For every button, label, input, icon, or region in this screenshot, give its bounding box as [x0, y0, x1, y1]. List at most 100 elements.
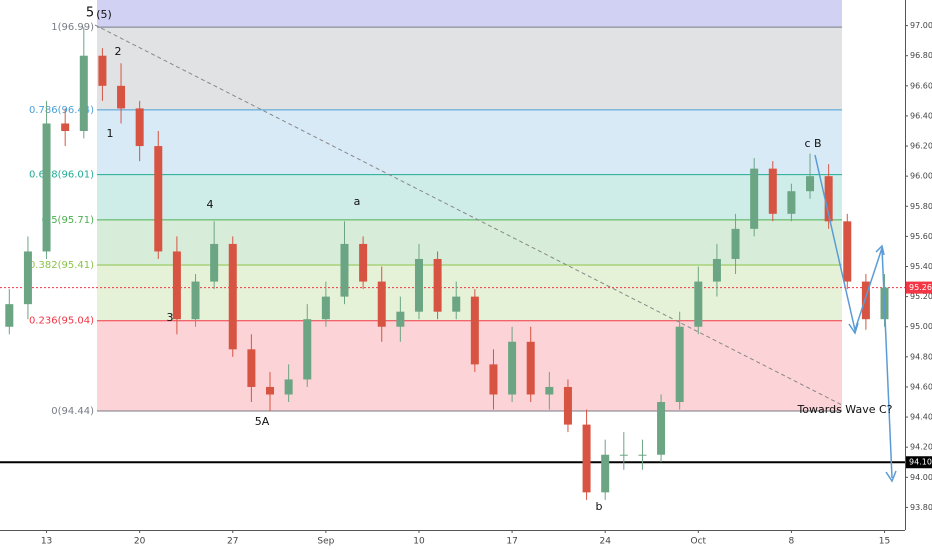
fib-zone	[97, 27, 842, 110]
arrowhead	[875, 244, 885, 256]
candle-body	[526, 341, 535, 395]
candle-body	[266, 386, 275, 395]
y-tick-label: 95.00	[910, 322, 932, 331]
candle-body	[172, 251, 181, 320]
wave-label: 1	[107, 127, 114, 140]
x-tick-label: 15	[879, 537, 890, 547]
candle-body	[470, 296, 479, 365]
candle-body	[712, 258, 721, 282]
y-tick-label: 95.40	[910, 262, 932, 271]
x-tick-label: 8	[789, 537, 795, 547]
candle-body	[824, 176, 833, 222]
candle-body	[489, 364, 498, 395]
fib-label: 0.382(95.41)	[29, 260, 94, 271]
candle-body	[247, 349, 256, 387]
arrowhead	[848, 322, 859, 335]
y-tick-label: 96.40	[910, 111, 932, 120]
x-tick-label: 10	[413, 537, 425, 547]
fib-zone-top	[97, 0, 842, 28]
candle-body	[582, 424, 591, 493]
candle-body	[433, 258, 442, 312]
fib-label: 0.236(95.04)	[29, 316, 94, 327]
x-tick-label: 13	[41, 537, 52, 547]
candle-body	[619, 454, 628, 456]
fib-zone	[97, 320, 842, 412]
price-tag	[906, 456, 932, 469]
candle-body	[861, 281, 870, 320]
candle-body	[154, 146, 163, 252]
wave-label: (5)	[96, 8, 112, 21]
candle-body	[117, 85, 126, 109]
wave-label: 5	[86, 6, 94, 21]
y-tick-label: 96.80	[910, 51, 932, 60]
candle-body	[657, 402, 666, 455]
candle-body	[303, 319, 312, 380]
fib-zone	[97, 174, 842, 220]
candle-body	[396, 311, 405, 327]
y-tick-label: 95.80	[910, 202, 932, 211]
candle-body	[23, 251, 32, 305]
candle-body	[377, 281, 386, 327]
y-tick-label: 96.20	[910, 142, 932, 151]
fib-zone	[97, 109, 842, 175]
wave-label: Towards Wave C?	[796, 403, 892, 416]
y-tick-label: 93.80	[910, 503, 932, 512]
y-tick-label: 95.20	[910, 292, 932, 301]
candle-body	[694, 281, 703, 327]
y-tick-label: 94.00	[910, 473, 932, 482]
y-tick-label: 96.00	[910, 172, 932, 181]
candle-body	[452, 296, 461, 312]
x-tick-label: 17	[506, 537, 517, 547]
price-tag-label: 94.10	[909, 458, 932, 467]
fib-label: 0(94.44)	[51, 406, 94, 417]
arrowhead	[885, 470, 897, 483]
y-tick-label: 96.60	[910, 81, 932, 90]
candle-body	[638, 454, 647, 456]
y-tick-label: 95.60	[910, 232, 932, 241]
x-tick-label: 20	[134, 537, 146, 547]
price-tag-label: 95.26	[909, 283, 932, 292]
fib-label: 0.5(95.71)	[42, 215, 94, 226]
candle-body	[79, 55, 88, 131]
candle-body	[5, 304, 14, 327]
wave-label: 4	[207, 198, 214, 211]
candle-body	[508, 341, 517, 395]
candle-body	[42, 123, 51, 252]
time-axis-bg	[0, 530, 932, 550]
y-tick-label: 94.60	[910, 382, 932, 391]
fib-zone	[97, 219, 842, 265]
candle-body	[675, 326, 684, 403]
price-tag	[906, 281, 932, 294]
candle-body	[545, 386, 554, 395]
candle-body	[731, 228, 740, 259]
candle-body	[321, 296, 330, 320]
wave-label: 2	[115, 45, 122, 58]
candle-body	[414, 258, 423, 312]
fib-zone	[97, 265, 842, 321]
candle-body	[806, 176, 815, 192]
wave-label: a	[354, 195, 361, 208]
candle-body	[563, 386, 572, 425]
y-tick-label: 94.40	[910, 413, 932, 422]
x-tick-label: 24	[599, 537, 611, 547]
wave-label: 3	[167, 311, 174, 324]
fib-label: 1(96.99)	[51, 22, 94, 33]
x-tick-label: 27	[227, 537, 238, 547]
candle-body	[340, 243, 349, 297]
y-tick-label: 94.80	[910, 352, 932, 361]
y-tick-label: 94.20	[910, 443, 932, 452]
candle-body	[601, 454, 610, 493]
wave-label: c B	[804, 137, 821, 150]
candle-body	[210, 243, 219, 282]
candle-body	[228, 243, 237, 350]
y-tick-label: 97.00	[910, 21, 932, 30]
candle-body	[98, 55, 107, 86]
candle-body	[843, 221, 852, 282]
wave-label: b	[596, 500, 603, 513]
candle-body	[135, 108, 144, 147]
candle-body	[359, 243, 368, 282]
x-tick-label: Oct	[691, 537, 707, 547]
candle-body	[191, 281, 200, 320]
